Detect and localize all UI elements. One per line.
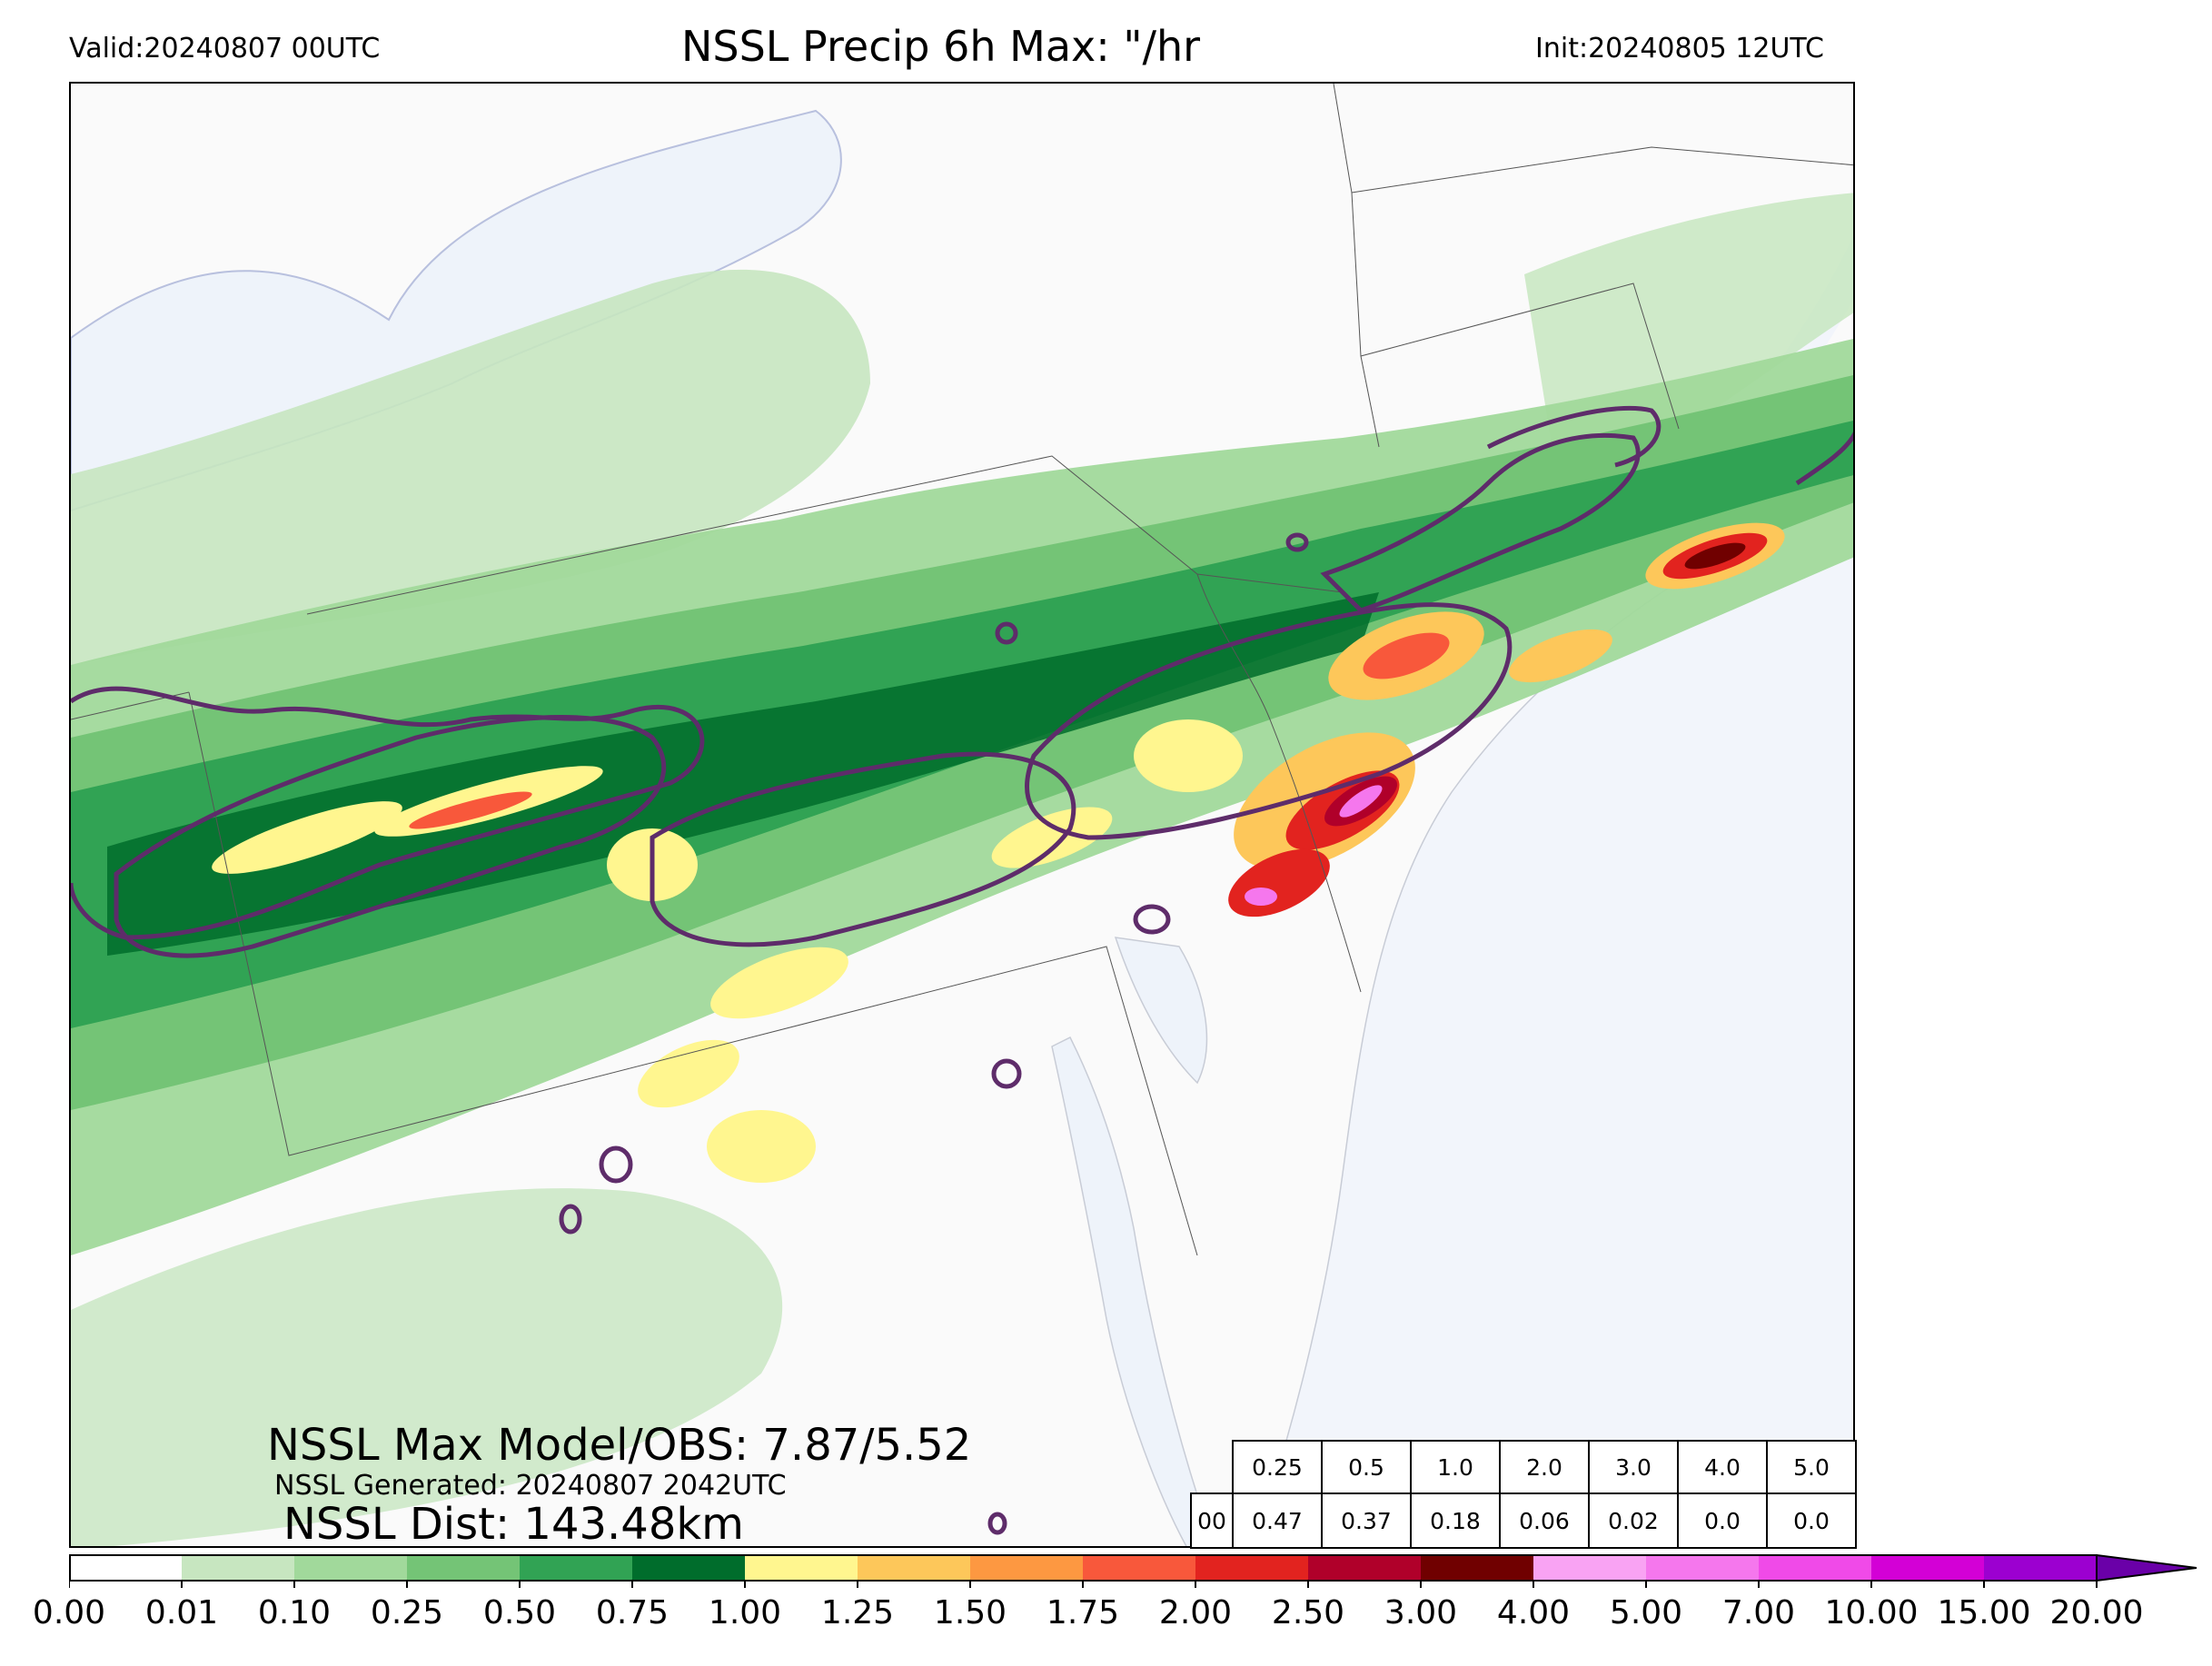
threshold-value-cell: 0.47 <box>1232 1492 1323 1549</box>
colorbar-segment <box>520 1555 632 1581</box>
colorbar-segment <box>1984 1555 2097 1581</box>
colorbar-tick-label: 0.01 <box>144 1594 219 1631</box>
colorbar-tick-label: 15.00 <box>1937 1594 2031 1631</box>
colorbar-tick-label: 20.00 <box>2049 1594 2144 1631</box>
precip-light-south <box>71 1188 783 1546</box>
colorbar-tick-label: 3.00 <box>1384 1594 1458 1631</box>
threshold-value-cell: 0.18 <box>1410 1492 1501 1549</box>
colorbar-segment <box>1083 1555 1195 1581</box>
colorbar-tick-label: 0.00 <box>32 1594 106 1631</box>
threshold-value-cell: 0.02 <box>1588 1492 1679 1549</box>
colorbar-segment <box>858 1555 970 1581</box>
colorbar-tick-label: 0.10 <box>257 1594 332 1631</box>
threshold-value-cell: 0.0 <box>1677 1492 1768 1549</box>
chesapeake-bay <box>1051 1036 1215 1546</box>
delaware-bay <box>1114 937 1208 1085</box>
precip-light-north <box>71 269 870 665</box>
colorbar-tick-label: 2.50 <box>1271 1594 1345 1631</box>
colorbar-tick-label: 1.75 <box>1046 1594 1120 1631</box>
colorbar-segment <box>182 1555 294 1581</box>
threshold-header-cell: 0.25 <box>1232 1440 1323 1494</box>
threshold-value-cell: 0.06 <box>1499 1492 1590 1549</box>
obs-contour <box>71 405 1853 1535</box>
colorbar-tick-label: 0.50 <box>482 1594 557 1631</box>
threshold-table: 0.25 0.5 1.0 2.0 3.0 4.0 5.0 00 0.47 0.3… <box>1190 1440 1857 1549</box>
colorbar-segment <box>1195 1555 1308 1581</box>
threshold-value-cell: 0.37 <box>1321 1492 1412 1549</box>
precip-field <box>71 193 1853 1546</box>
colorbar-segment <box>1646 1555 1759 1581</box>
precip-map <box>69 82 1855 1548</box>
threshold-header-cell: 2.0 <box>1499 1440 1590 1494</box>
threshold-header-cell: 0.5 <box>1321 1440 1412 1494</box>
colorbar-tick-label: 5.00 <box>1609 1594 1683 1631</box>
colorbar-segment <box>970 1555 1083 1581</box>
colorbar-segment <box>407 1555 520 1581</box>
precip-core-dark <box>107 592 1379 956</box>
colorbar-tick-label: 10.00 <box>1824 1594 1919 1631</box>
map-canvas <box>71 84 1853 1546</box>
precip-cells-5in <box>1245 785 1383 906</box>
threshold-value-cell: 0.0 <box>1766 1492 1857 1549</box>
colorbar-segment <box>69 1555 182 1581</box>
init-time-label: Init:20240805 12UTC <box>1535 33 1824 64</box>
colorbar-extend-arrow <box>2096 1553 2197 1582</box>
colorbar-tick-label: 7.00 <box>1721 1594 1796 1631</box>
colorbar-tick-label: 2.00 <box>1158 1594 1233 1631</box>
threshold-header-cell: 1.0 <box>1410 1440 1501 1494</box>
colorbar <box>69 1553 2197 1588</box>
valid-time-label: Valid:20240807 00UTC <box>69 33 381 64</box>
colorbar-segment <box>1759 1555 1871 1581</box>
colorbar-segment <box>632 1555 745 1581</box>
colorbar-segment <box>1533 1555 1646 1581</box>
max-model-obs-label: NSSL Max Model/OBS: 7.87/5.52 <box>267 1420 972 1471</box>
threshold-header-cell: 3.0 <box>1588 1440 1679 1494</box>
colorbar-segment <box>745 1555 858 1581</box>
colorbar-tick-label: 1.00 <box>708 1594 782 1631</box>
colorbar-segment <box>1421 1555 1533 1581</box>
colorbar-segment <box>1308 1555 1421 1581</box>
threshold-header-cell: 4.0 <box>1677 1440 1768 1494</box>
row-label-cell: 00 <box>1190 1492 1234 1549</box>
generated-label: NSSL Generated: 20240807 2042UTC <box>274 1470 787 1502</box>
threshold-header-cell: 5.0 <box>1766 1440 1857 1494</box>
colorbar-tick-label: 0.75 <box>595 1594 670 1631</box>
map-title: NSSL Precip 6h Max: "/hr <box>681 22 1201 71</box>
colorbar-tick-label: 1.25 <box>820 1594 895 1631</box>
colorbar-segment <box>1871 1555 1984 1581</box>
distance-label: NSSL Dist: 143.48km <box>283 1499 744 1550</box>
colorbar-tick-label: 0.25 <box>370 1594 444 1631</box>
colorbar-segment <box>294 1555 407 1581</box>
colorbar-tick-label: 1.50 <box>933 1594 1007 1631</box>
colorbar-tick-label: 4.00 <box>1496 1594 1571 1631</box>
